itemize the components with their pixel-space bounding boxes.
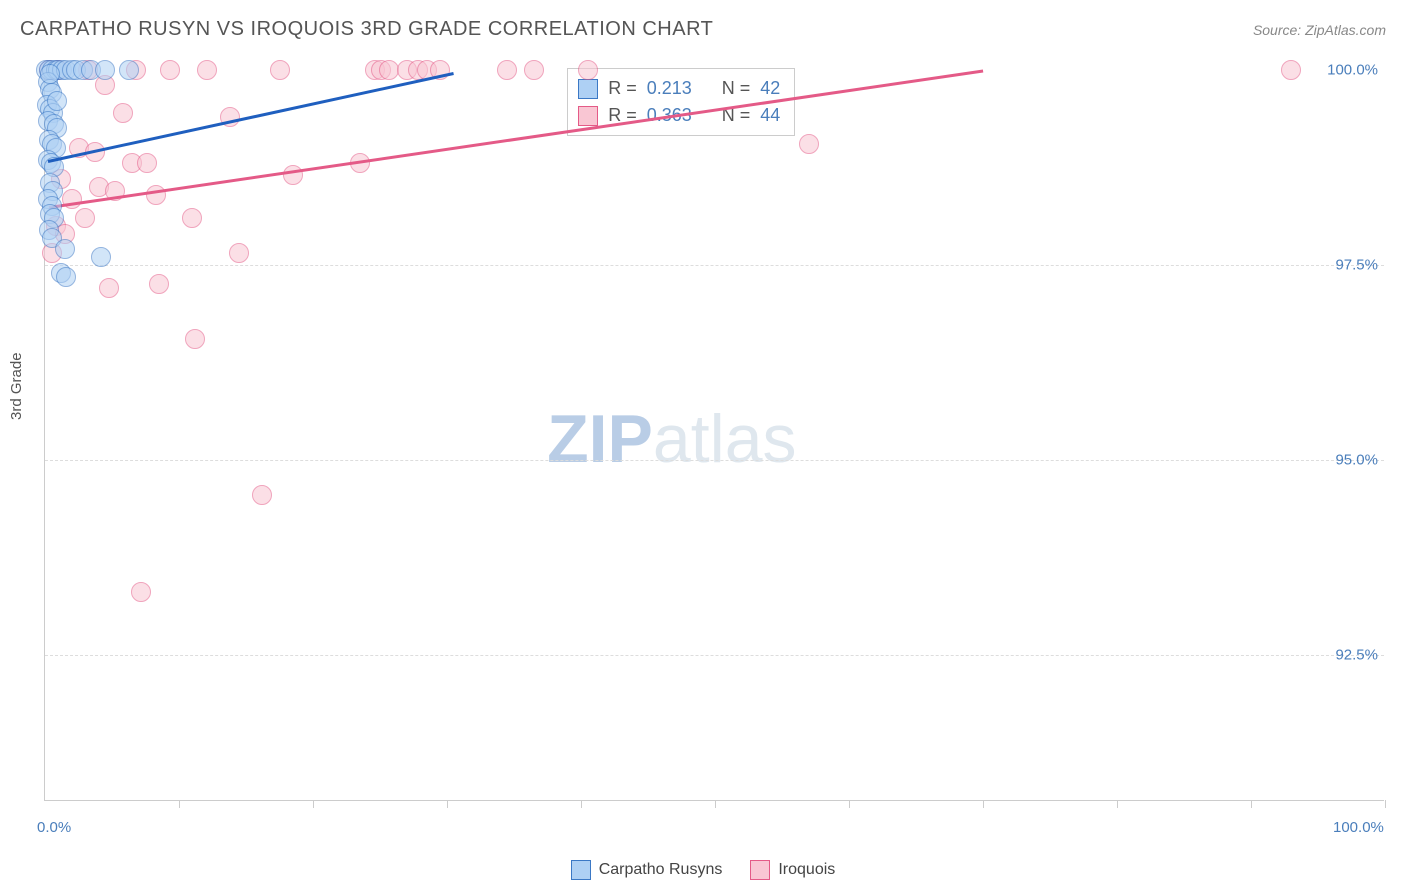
n-value: 44 (760, 102, 780, 129)
y-tick-label: 97.5% (1335, 256, 1378, 273)
watermark-bold: ZIP (547, 401, 653, 477)
legend-swatch-iroquois (750, 860, 770, 880)
bottom-legend: Carpatho Rusyns Iroquois (0, 860, 1406, 880)
marker-iroquois (252, 485, 272, 505)
legend-stats-row: R = 0.213 N = 42 (578, 75, 780, 102)
x-tick (715, 800, 716, 808)
marker-carpatho (40, 64, 60, 84)
legend-label-carpatho: Carpatho Rusyns (599, 861, 723, 879)
x-tick (983, 800, 984, 808)
x-tick (313, 800, 314, 808)
legend-item-iroquois: Iroquois (750, 860, 835, 880)
marker-iroquois (578, 60, 598, 80)
watermark-rest: atlas (653, 401, 797, 477)
marker-iroquois (137, 153, 157, 173)
marker-iroquois (113, 103, 133, 123)
marker-iroquois (146, 185, 166, 205)
source-attribution: Source: ZipAtlas.com (1253, 22, 1386, 38)
marker-carpatho (55, 239, 75, 259)
marker-iroquois (283, 165, 303, 185)
x-tick-label: 0.0% (37, 819, 71, 836)
gridline-h (45, 460, 1384, 461)
x-tick (1117, 800, 1118, 808)
gridline-h (45, 655, 1384, 656)
x-tick (1251, 800, 1252, 808)
marker-iroquois (131, 582, 151, 602)
chart-title: CARPATHO RUSYN VS IROQUOIS 3RD GRADE COR… (20, 18, 713, 41)
x-tick (179, 800, 180, 808)
marker-iroquois (149, 274, 169, 294)
marker-iroquois (524, 60, 544, 80)
marker-iroquois (99, 278, 119, 298)
x-tick-label: 100.0% (1333, 819, 1384, 836)
r-label: R = (608, 75, 637, 102)
n-value: 42 (760, 75, 780, 102)
x-tick (447, 800, 448, 808)
plot-area: ZIPatlas R = 0.213N = 42R = 0.363N = 44 … (44, 66, 1384, 801)
legend-stats-swatch (578, 79, 598, 99)
marker-iroquois (1281, 60, 1301, 80)
marker-carpatho (119, 60, 139, 80)
y-tick-label: 95.0% (1335, 451, 1378, 468)
marker-carpatho (91, 247, 111, 267)
marker-iroquois (270, 60, 290, 80)
watermark: ZIPatlas (547, 400, 796, 478)
chart-header: CARPATHO RUSYN VS IROQUOIS 3RD GRADE COR… (0, 0, 1406, 51)
marker-iroquois (229, 243, 249, 263)
x-tick (849, 800, 850, 808)
y-tick-label: 100.0% (1327, 61, 1378, 78)
gridline-h (45, 265, 1384, 266)
legend-stats-swatch (578, 106, 598, 126)
marker-carpatho (56, 267, 76, 287)
marker-iroquois (799, 134, 819, 154)
y-axis-title: 3rd Grade (8, 352, 25, 420)
marker-iroquois (185, 329, 205, 349)
marker-iroquois (182, 208, 202, 228)
marker-iroquois (197, 60, 217, 80)
legend-swatch-carpatho (571, 860, 591, 880)
r-value: 0.213 (647, 75, 692, 102)
marker-carpatho (95, 60, 115, 80)
legend-item-carpatho: Carpatho Rusyns (571, 860, 723, 880)
marker-iroquois (497, 60, 517, 80)
y-tick-label: 92.5% (1335, 646, 1378, 663)
marker-carpatho (47, 91, 67, 111)
n-label: N = (722, 75, 751, 102)
marker-iroquois (160, 60, 180, 80)
legend-label-iroquois: Iroquois (778, 861, 835, 879)
x-tick (581, 800, 582, 808)
marker-iroquois (75, 208, 95, 228)
x-tick (1385, 800, 1386, 808)
plot-wrap: ZIPatlas R = 0.213N = 42R = 0.363N = 44 … (44, 66, 1384, 801)
trendline-iroquois (49, 70, 983, 209)
